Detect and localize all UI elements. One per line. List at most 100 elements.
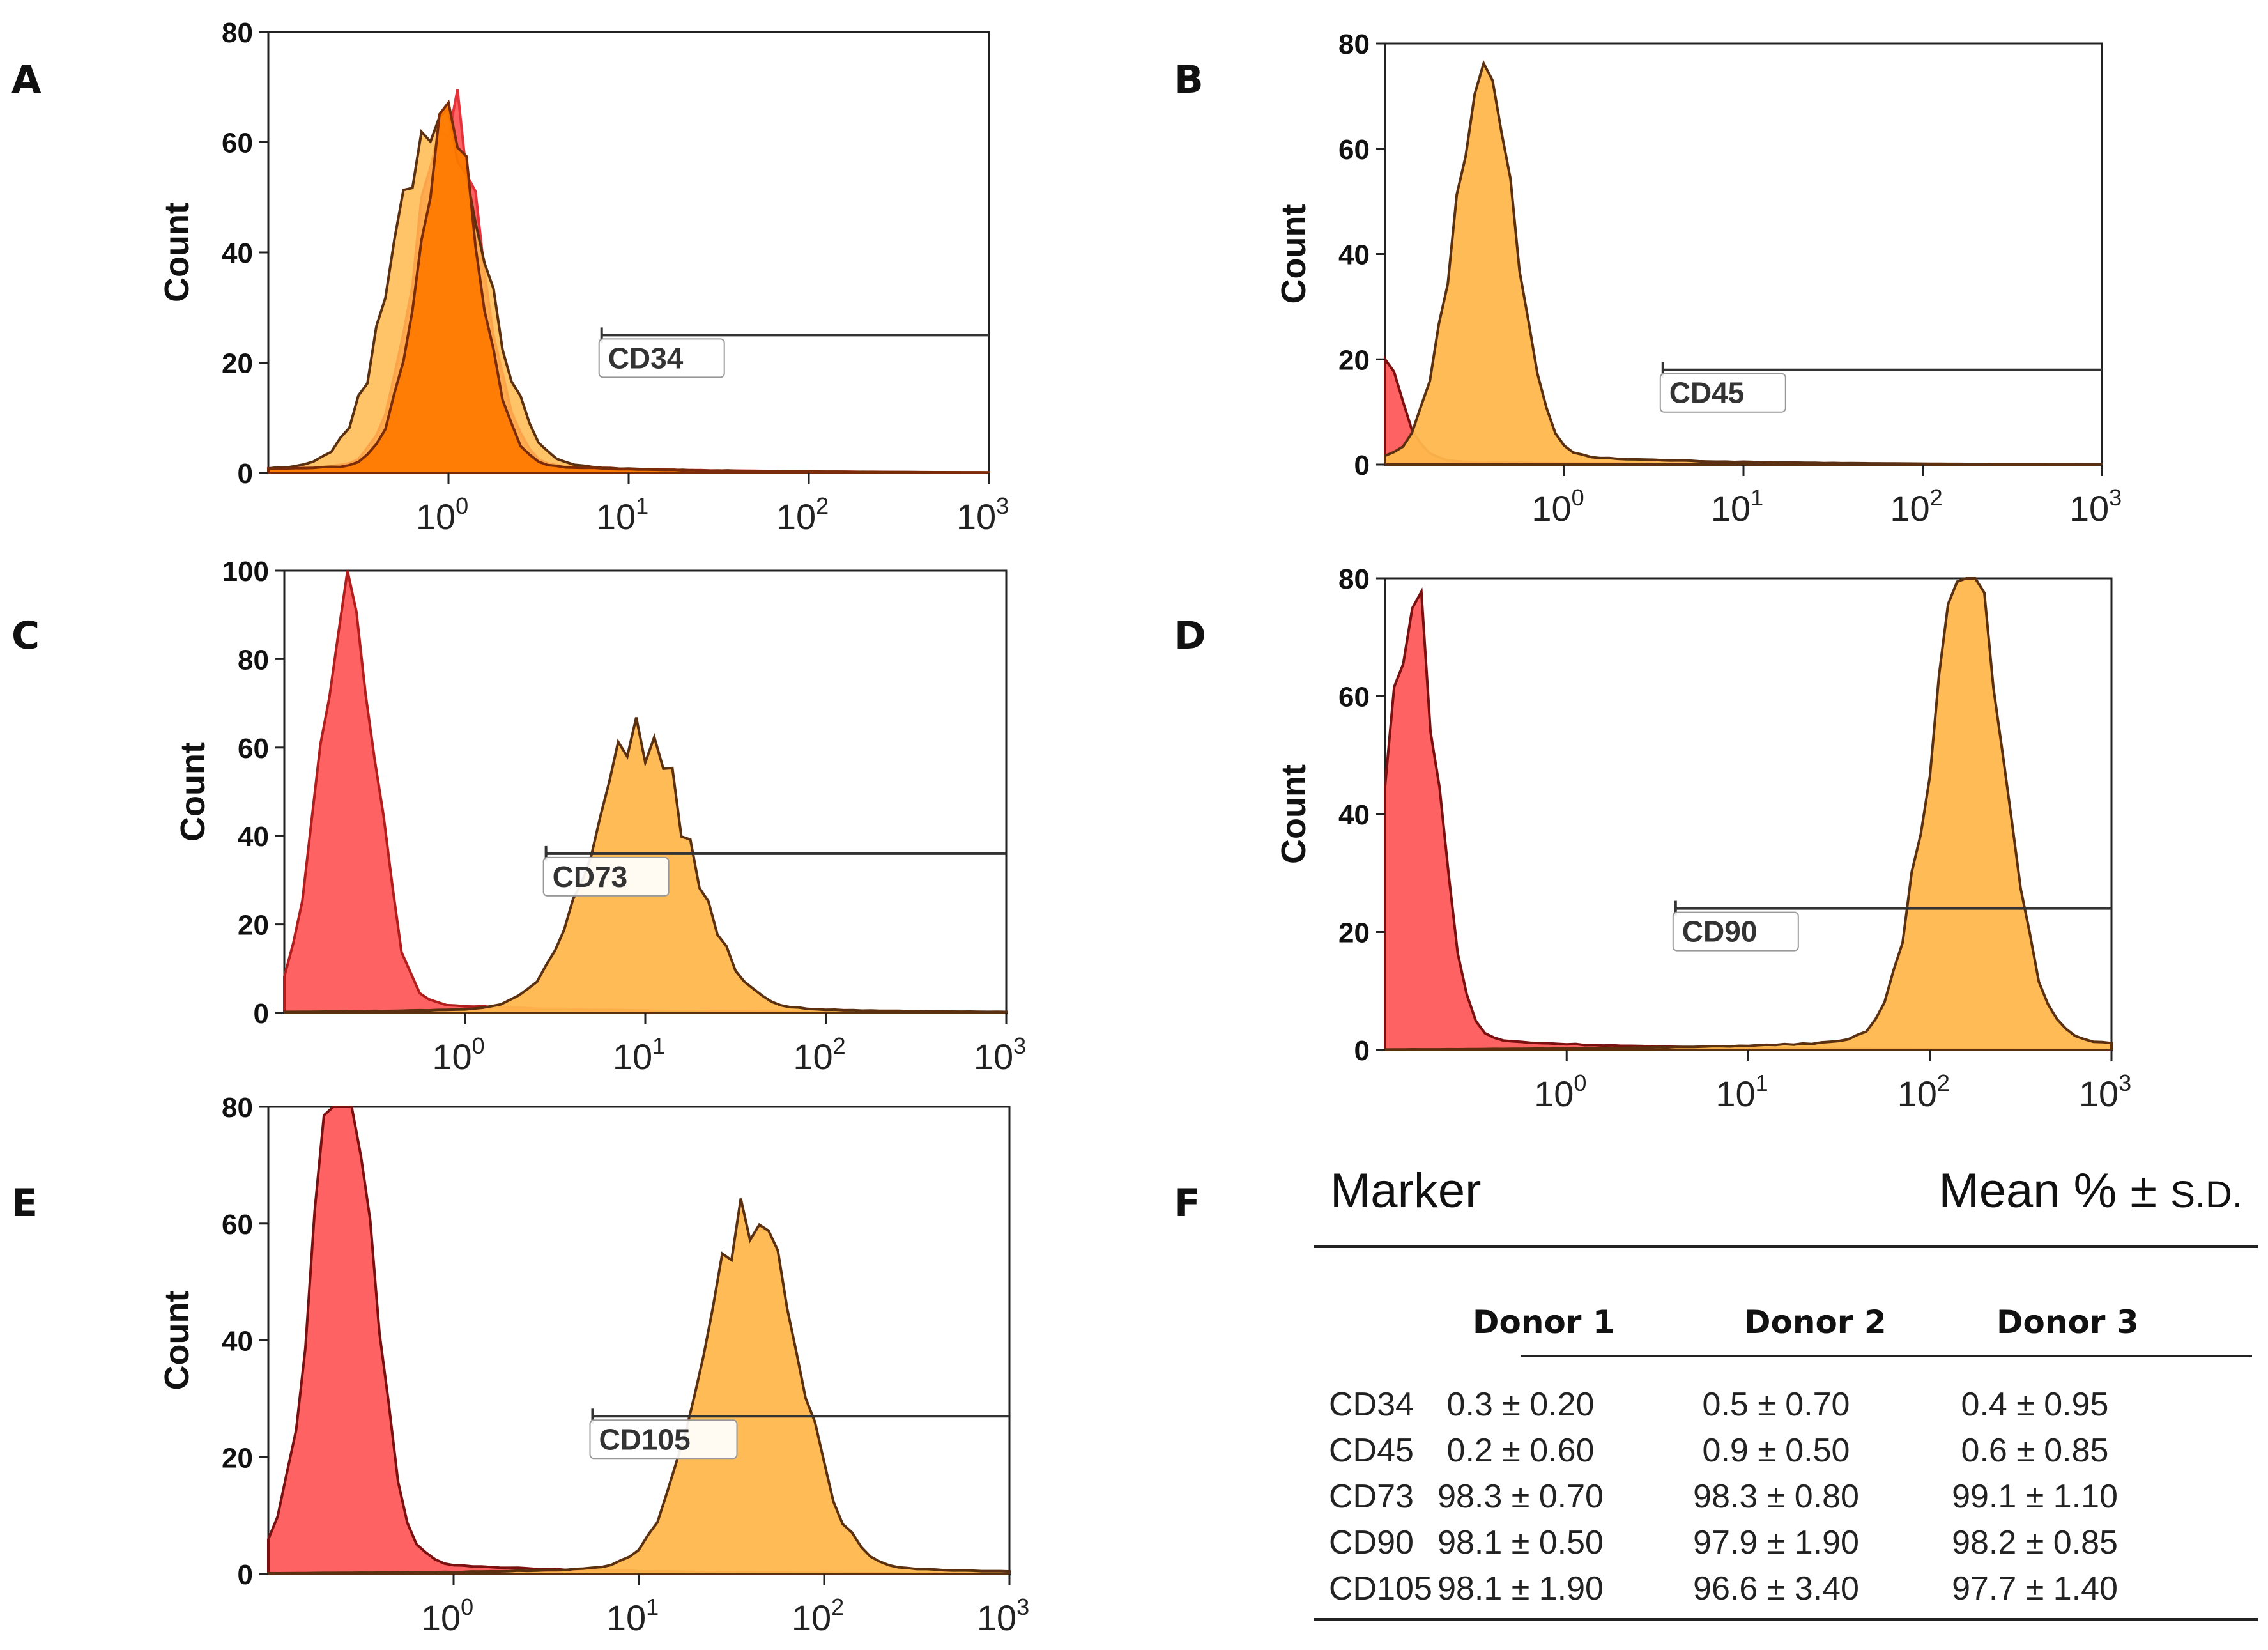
- gate-label: CD105: [599, 1423, 691, 1456]
- row-marker: CD73: [1329, 1478, 1414, 1515]
- y-tick-label: 80: [222, 17, 253, 49]
- y-tick-label: 20: [222, 1442, 253, 1474]
- gate-label: CD34: [608, 341, 684, 374]
- panel-label-c: C: [11, 613, 40, 658]
- cell-donor-1: 0.3 ± 0.20: [1446, 1386, 1595, 1423]
- y-tick-label: 0: [254, 998, 269, 1029]
- row-marker: CD105: [1329, 1570, 1432, 1607]
- cell-donor-2: 97.9 ± 1.90: [1693, 1524, 1859, 1561]
- histogram-series-cd34: [267, 107, 990, 474]
- y-tick-label: 80: [238, 644, 269, 675]
- cell-donor-3: 98.2 ± 0.85: [1952, 1524, 2118, 1561]
- panel-label-f: F: [1174, 1181, 1200, 1226]
- table-bottom-rule: [1314, 1618, 2258, 1621]
- gate-label: CD45: [1669, 376, 1745, 410]
- histogram-panel-a: 0 20 40 60 80 100 101 102 103 Count CD34: [158, 17, 1009, 537]
- table-title-mean-sd: Mean % ± S.D.: [1938, 1163, 2242, 1219]
- row-marker: CD34: [1329, 1386, 1414, 1423]
- y-tick-label: 80: [1338, 564, 1370, 595]
- column-header-donor-1: Donor 1: [1473, 1304, 1615, 1341]
- y-axis-label: Count: [158, 203, 196, 302]
- y-tick-label: 80: [222, 1092, 253, 1123]
- x-tick-label: 102: [776, 493, 829, 537]
- gate-label: CD73: [553, 860, 628, 893]
- y-tick-label: 20: [222, 348, 253, 380]
- row-marker: CD90: [1329, 1524, 1414, 1561]
- histogram-panel-b: 0 20 40 60 80 100 101 102 103 Count CD45: [1275, 29, 2122, 528]
- x-tick-label: 102: [793, 1033, 845, 1077]
- gate-label-box: [1659, 373, 1786, 413]
- y-tick-label: 40: [1338, 799, 1370, 831]
- histogram-panel-e: 0 20 40 60 80 100 101 102 103 Count CD105: [158, 1092, 1029, 1638]
- column-header-donor-2: Donor 2: [1744, 1304, 1887, 1341]
- y-tick-label: 40: [1338, 240, 1370, 271]
- x-tick-label: 100: [1534, 1070, 1586, 1114]
- x-tick-label: 101: [606, 1594, 659, 1638]
- y-tick-label: 0: [1354, 450, 1370, 481]
- cell-donor-3: 0.6 ± 0.85: [1961, 1432, 2109, 1469]
- y-tick-label: 60: [1338, 682, 1370, 713]
- cell-donor-3: 97.7 ± 1.40: [1952, 1570, 2118, 1607]
- gate-label: CD90: [1682, 915, 1758, 948]
- table-title-mean: Mean % ±: [1938, 1164, 2171, 1218]
- gate-label-box: [598, 338, 725, 378]
- x-tick-label: 101: [596, 493, 648, 537]
- y-tick-label: 40: [238, 821, 269, 852]
- row-marker: CD45: [1329, 1432, 1414, 1469]
- panel-label-a: A: [11, 58, 42, 102]
- y-tick-label: 60: [222, 128, 253, 159]
- table-title-sd: S.D.: [2170, 1174, 2242, 1215]
- y-tick-label: 20: [238, 910, 269, 941]
- x-tick-label: 103: [974, 1033, 1026, 1077]
- y-axis-label: Count: [174, 742, 212, 842]
- panel-label-b: B: [1174, 58, 1204, 102]
- cell-donor-1: 98.3 ± 0.70: [1437, 1478, 1604, 1515]
- x-tick-label: 100: [416, 493, 468, 537]
- histogram-series-cd105: [267, 1198, 1011, 1575]
- cell-donor-2: 0.9 ± 0.50: [1702, 1432, 1850, 1469]
- cell-donor-3: 99.1 ± 1.10: [1952, 1478, 2118, 1515]
- y-tick-label: 60: [222, 1209, 253, 1240]
- gate-label-box: [542, 856, 670, 897]
- cell-donor-3: 0.4 ± 0.95: [1961, 1386, 2109, 1423]
- histogram-panel-c: 0 20 40 60 80 100 100 101 102 103 Count CD73: [174, 556, 1026, 1077]
- x-tick-label: 100: [1531, 484, 1584, 528]
- y-tick-label: 40: [222, 1326, 253, 1357]
- table-header-rule: [1521, 1355, 2252, 1357]
- y-tick-label: 40: [222, 238, 253, 269]
- x-tick-label: 103: [977, 1594, 1029, 1638]
- y-tick-label: 0: [238, 1559, 253, 1591]
- x-tick-label: 101: [613, 1033, 665, 1077]
- table-title-marker: Marker: [1330, 1164, 1482, 1218]
- gate-label-box: [1672, 911, 1799, 952]
- y-tick-label: 0: [1354, 1035, 1370, 1067]
- marker-summary-table: Marker Mean % ± S.D. Donor 1 Donor 2 Don…: [1310, 1163, 2262, 1623]
- x-tick-label: 100: [432, 1033, 484, 1077]
- histogram-panel-d: 0 20 40 60 80 100 101 102 103 Count CD90: [1275, 564, 2131, 1114]
- table-top-rule: [1314, 1245, 2258, 1248]
- panel-label-e: E: [11, 1181, 38, 1226]
- y-tick-label: 0: [238, 458, 253, 490]
- cell-donor-2: 98.3 ± 0.80: [1693, 1478, 1859, 1515]
- x-tick-label: 102: [1897, 1070, 1950, 1114]
- y-axis-label: Count: [1275, 204, 1313, 304]
- cell-donor-1: 98.1 ± 0.50: [1437, 1524, 1604, 1561]
- cell-donor-1: 98.1 ± 1.90: [1437, 1570, 1604, 1607]
- y-tick-label: 60: [238, 733, 269, 764]
- x-tick-label: 100: [421, 1594, 473, 1638]
- x-tick-label: 101: [1711, 484, 1763, 528]
- y-tick-label: 20: [1338, 918, 1370, 949]
- y-axis-label: Count: [158, 1291, 196, 1391]
- histogram-series-cd90: [1384, 577, 2113, 1051]
- panel-label-d: D: [1174, 613, 1206, 658]
- y-tick-label: 60: [1338, 134, 1370, 166]
- y-tick-label: 80: [1338, 29, 1370, 60]
- histogram-series-overlap: [267, 99, 990, 474]
- histogram-series-isotype-control: [267, 1106, 1011, 1575]
- y-tick-label: 100: [222, 556, 269, 587]
- cell-donor-1: 0.2 ± 0.60: [1446, 1432, 1595, 1469]
- x-tick-label: 102: [1890, 484, 1942, 528]
- gate-label-box: [589, 1419, 738, 1460]
- cell-donor-2: 96.6 ± 3.40: [1693, 1570, 1859, 1607]
- histogram-series-cd45: [1384, 59, 2103, 466]
